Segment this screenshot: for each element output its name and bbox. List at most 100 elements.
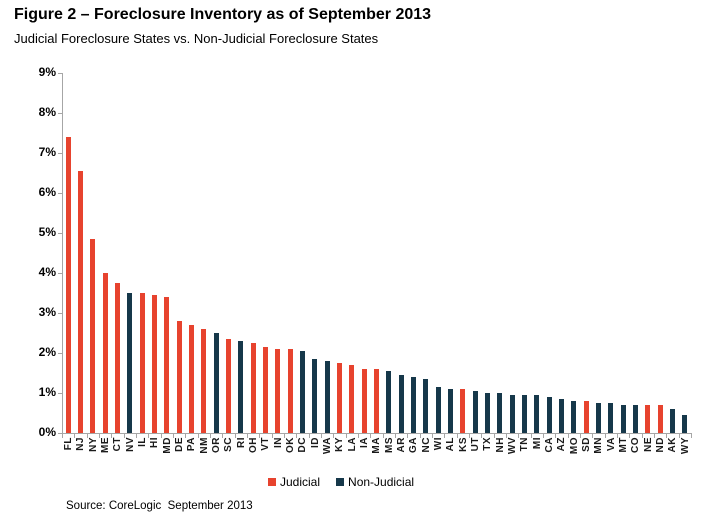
x-axis-label-MD: MD xyxy=(161,437,173,454)
x-axis-label-AK: AK xyxy=(667,437,679,453)
bar-OH xyxy=(250,343,256,433)
x-axis-label-GA: GA xyxy=(408,437,420,453)
x-axis-label-IN: IN xyxy=(272,437,284,448)
y-axis-tick xyxy=(58,353,63,354)
y-axis-label: 6% xyxy=(38,185,56,199)
bar-LA xyxy=(349,365,355,433)
x-axis-label-NY: NY xyxy=(87,437,99,452)
bar-ME xyxy=(102,273,108,433)
y-axis-label: 3% xyxy=(38,305,56,319)
x-axis-tick xyxy=(320,434,322,438)
x-axis-tick xyxy=(197,434,199,438)
x-axis-label-PA: PA xyxy=(186,437,198,452)
bar-OK xyxy=(287,349,293,433)
x-axis-tick xyxy=(468,434,470,438)
x-axis-tick xyxy=(678,434,680,438)
bar-WA xyxy=(324,361,330,433)
y-axis-tick xyxy=(58,433,63,434)
bar-NE xyxy=(645,405,651,433)
x-axis-tick xyxy=(567,434,569,438)
x-axis-tick xyxy=(592,434,594,438)
x-axis-tick xyxy=(407,434,409,438)
x-axis-label-AZ: AZ xyxy=(556,437,568,452)
x-axis-tick xyxy=(296,434,298,438)
bar-MA xyxy=(373,369,379,433)
x-axis-tick xyxy=(382,434,384,438)
bar-ID xyxy=(312,359,318,433)
x-axis-label-MA: MA xyxy=(371,437,383,454)
figure-title: Figure 2 – Foreclosure Inventory as of S… xyxy=(14,6,432,23)
x-axis-tick xyxy=(111,434,113,438)
y-axis-line xyxy=(62,73,63,434)
bar-WI xyxy=(435,387,441,433)
x-axis-label-ID: ID xyxy=(309,437,321,448)
x-axis-label-KY: KY xyxy=(334,437,346,452)
x-axis-label-LA: LA xyxy=(346,437,358,452)
bar-SC xyxy=(225,339,231,433)
x-axis-tick xyxy=(74,434,76,438)
x-axis-tick xyxy=(431,434,433,438)
x-axis-tick xyxy=(135,434,137,438)
x-axis-tick xyxy=(394,434,396,438)
x-axis-label-IA: IA xyxy=(359,437,371,448)
x-axis-tick xyxy=(530,434,532,438)
x-axis-label-TX: TX xyxy=(482,437,494,451)
x-axis-label-OR: OR xyxy=(211,437,223,453)
bar-KY xyxy=(336,363,342,433)
bar-UT xyxy=(472,391,478,433)
bar-NV xyxy=(127,293,133,433)
x-axis-label-NJ: NJ xyxy=(75,437,87,451)
bar-GA xyxy=(410,377,416,433)
x-axis-label-ND: ND xyxy=(655,437,667,453)
bar-PA xyxy=(188,325,194,433)
bar-WY xyxy=(682,415,688,433)
bar-AZ xyxy=(558,399,564,433)
bar-CA xyxy=(546,397,552,433)
legend-swatch-icon xyxy=(336,478,345,486)
chart-legend: Judicial Non-Judicial xyxy=(268,475,414,489)
x-axis-tick xyxy=(481,434,483,438)
x-axis-tick xyxy=(98,434,100,438)
legend-swatch-icon xyxy=(268,478,276,486)
bar-ND xyxy=(657,405,663,433)
bar-OR xyxy=(213,333,219,433)
y-axis-tick xyxy=(58,233,63,234)
x-axis-tick xyxy=(357,434,359,438)
x-axis-label-UT: UT xyxy=(470,437,482,452)
y-axis-tick xyxy=(58,113,63,114)
y-axis-tick xyxy=(58,193,63,194)
x-axis-label-VA: VA xyxy=(605,437,617,452)
bar-MN xyxy=(595,403,601,433)
x-axis-label-WI: WI xyxy=(433,437,445,451)
x-axis-tick xyxy=(259,434,261,438)
x-axis-tick xyxy=(641,434,643,438)
x-axis-label-MT: MT xyxy=(618,437,630,453)
x-axis-label-NM: NM xyxy=(198,437,210,454)
x-axis-label-CA: CA xyxy=(544,437,556,453)
x-axis-tick xyxy=(370,434,372,438)
bar-NJ xyxy=(77,171,83,433)
x-axis-tick xyxy=(666,434,668,438)
x-axis-label-WV: WV xyxy=(507,437,519,455)
y-axis-label: 4% xyxy=(38,265,56,279)
bar-CO xyxy=(632,405,638,433)
bar-MD xyxy=(164,297,170,433)
x-axis-tick xyxy=(345,434,347,438)
x-axis-label-IL: IL xyxy=(137,437,149,447)
x-axis-label-MO: MO xyxy=(568,437,580,455)
legend-item-non-judicial: Non-Judicial xyxy=(336,475,414,489)
bar-NH xyxy=(497,393,503,433)
bar-HI xyxy=(151,295,157,433)
x-axis-label-DC: DC xyxy=(297,437,309,453)
bar-RI xyxy=(238,341,244,433)
bar-VA xyxy=(608,403,614,433)
x-axis-tick xyxy=(653,434,655,438)
bar-IL xyxy=(139,293,145,433)
x-axis-tick xyxy=(271,434,273,438)
y-axis-label: 2% xyxy=(38,345,56,359)
x-axis-label-AL: AL xyxy=(445,437,457,452)
y-axis-tick xyxy=(58,273,63,274)
bar-DC xyxy=(299,351,305,433)
